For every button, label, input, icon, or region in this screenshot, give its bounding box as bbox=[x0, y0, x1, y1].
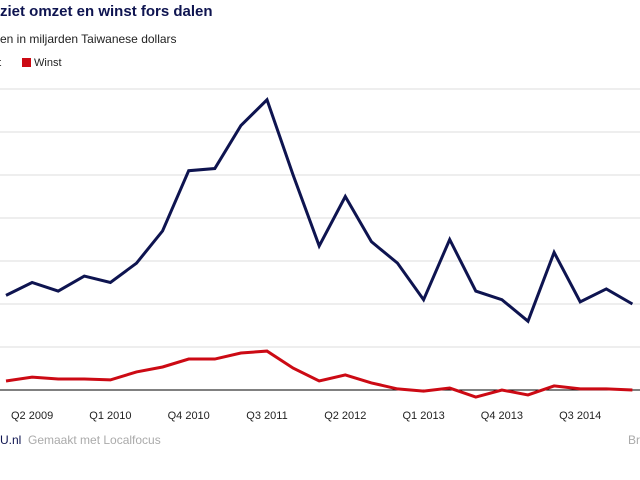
x-tick-label: Q3 2011 bbox=[246, 410, 287, 422]
legend-swatch bbox=[22, 58, 31, 67]
x-tick-label: Q4 2010 bbox=[168, 410, 210, 422]
series-line bbox=[5, 349, 633, 399]
x-tick-label: Q3 2014 bbox=[559, 410, 601, 422]
legend-label: et bbox=[0, 57, 1, 69]
footer-credit: Gemaakt met Localfocus bbox=[28, 433, 161, 447]
x-tick-label: Q1 2013 bbox=[402, 410, 444, 422]
footer-source: U.nl bbox=[0, 433, 21, 447]
x-tick-label: Q4 2013 bbox=[481, 410, 523, 422]
chart-subtitle: en in miljarden Taiwanese dollars bbox=[0, 32, 177, 46]
x-tick-label: Q2 2009 bbox=[11, 410, 53, 422]
legend-label: Winst bbox=[34, 57, 62, 69]
footer-brand: Br bbox=[628, 433, 640, 447]
series-line bbox=[5, 97, 634, 324]
x-tick-label: Q2 2012 bbox=[324, 410, 366, 422]
chart-title: ziet omzet en winst fors dalen bbox=[0, 3, 213, 20]
x-tick-label: Q1 2010 bbox=[89, 410, 131, 422]
